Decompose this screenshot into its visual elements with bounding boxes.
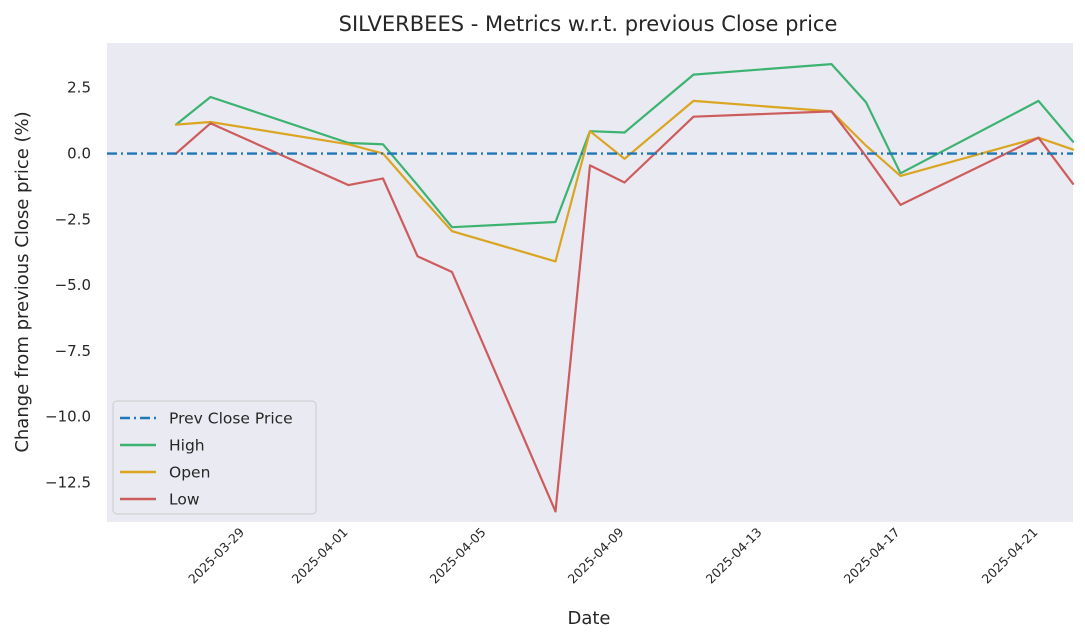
y-tick-label: −2.5 xyxy=(55,210,91,228)
series-layer xyxy=(107,62,1075,513)
series-line-open xyxy=(174,99,1075,263)
x-tick-label: 2025-04-21 xyxy=(979,525,1041,587)
chart-title: SILVERBEES - Metrics w.r.t. previous Clo… xyxy=(339,12,838,36)
legend-label-high: High xyxy=(169,437,205,455)
x-tick-label: 2025-04-09 xyxy=(565,524,627,586)
y-tick-label: 2.5 xyxy=(67,79,91,97)
x-tick-label: 2025-03-29 xyxy=(185,524,247,586)
x-tick-label: 2025-04-17 xyxy=(841,525,903,587)
legend-label-low: Low xyxy=(169,491,200,509)
y-axis-label: Change from previous Close price (%) xyxy=(12,111,33,452)
series-line-low xyxy=(174,110,1075,513)
legend: Prev Close Price High Open Low xyxy=(112,400,317,515)
y-tick-label: −10.0 xyxy=(45,408,91,426)
y-ticks: 2.5 0.0 −2.5 −5.0 −7.5 −10.0 −12.5 xyxy=(45,79,91,492)
y-tick-label: −12.5 xyxy=(45,474,91,492)
legend-label-prev-close-price: Prev Close Price xyxy=(169,410,293,428)
y-tick-label: 0.0 xyxy=(67,145,91,163)
x-axis-label: Date xyxy=(567,608,610,629)
x-tick-label: 2025-04-05 xyxy=(427,525,489,587)
x-ticks: 2025-03-29 2025-04-01 2025-04-05 2025-04-09… xyxy=(185,524,1040,586)
x-tick-label: 2025-04-13 xyxy=(703,525,765,587)
legend-box xyxy=(112,400,317,515)
y-tick-label: −5.0 xyxy=(55,276,91,294)
x-tick-label: 2025-04-01 xyxy=(289,525,351,587)
y-tick-label: −7.5 xyxy=(55,342,91,360)
legend-label-open: Open xyxy=(169,464,210,482)
